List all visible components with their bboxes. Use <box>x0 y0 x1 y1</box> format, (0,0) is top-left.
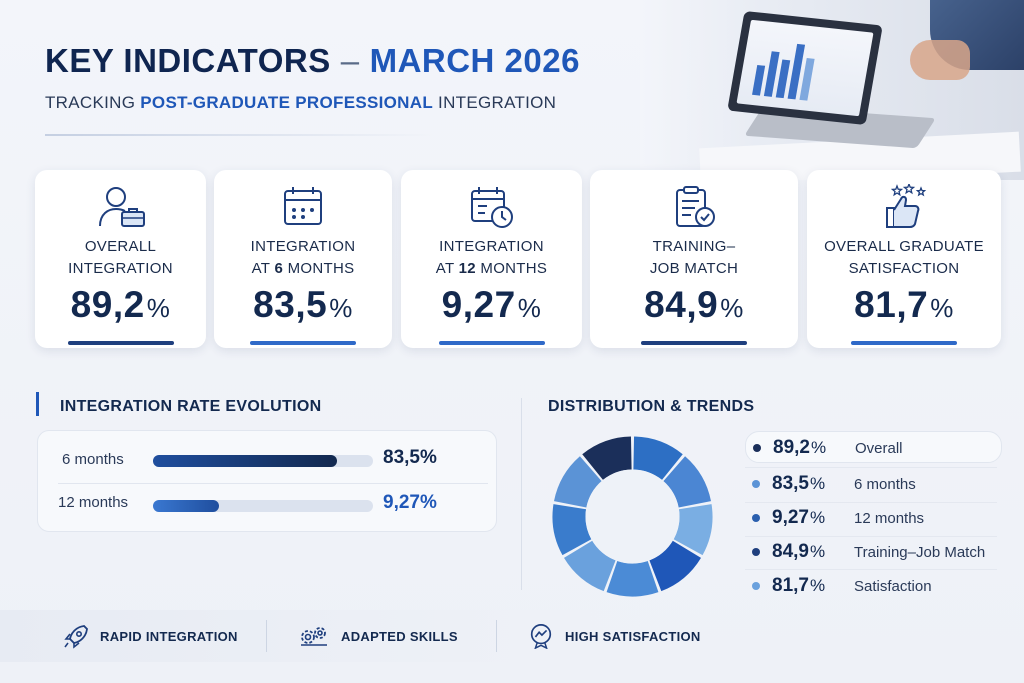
legend-dot <box>753 444 761 452</box>
donut-segment <box>633 436 683 480</box>
evolution-panel <box>37 430 497 532</box>
legend-dot <box>752 514 760 522</box>
page-title: KEY INDICATORS – MARCH 2026 <box>45 42 580 79</box>
legend-item-satisfaction[interactable]: 81,7% Satisfaction <box>745 570 1002 602</box>
section-divider <box>521 398 522 590</box>
calendar-clock-icon <box>470 187 513 228</box>
kpi-underline <box>851 341 957 345</box>
legend-separator <box>745 467 997 468</box>
legend-label: 12 months <box>854 510 925 527</box>
legend-label: Training–Job Match <box>854 544 986 561</box>
kpi-label: INTEGRATION AT 12 MONTHS <box>435 238 548 277</box>
footer-label: HIGH SATISFACTION <box>565 628 701 644</box>
kpi-card-integration-6-months[interactable]: INTEGRATION AT 6 MONTHS 83,5% <box>214 170 392 348</box>
kpi-value: 9,27% <box>441 284 542 325</box>
title-rule <box>45 134 435 136</box>
donut-segment <box>663 456 712 508</box>
footer-label: RAPID INTEGRATION <box>100 628 238 644</box>
kpi-card-overall-integration[interactable]: OVERALL INTEGRATION 89,2% <box>35 170 206 348</box>
kpi-value: 81,7% <box>854 284 954 325</box>
legend-separator <box>745 536 997 537</box>
legend-value: 9,27% <box>772 507 826 528</box>
kpi-underline <box>641 341 747 345</box>
legend-item-overall[interactable]: 89,2% Overall <box>745 431 1002 463</box>
legend-item-training-job-match[interactable]: 84,9% Training–Job Match <box>745 536 1002 568</box>
evolution-bar-track <box>153 500 373 512</box>
evolution-row-label: 6 months <box>62 451 124 468</box>
chart-badge-icon <box>530 624 552 649</box>
kpi-underline <box>67 341 174 345</box>
thumbs-up-stars-icon <box>886 184 927 228</box>
footer-separator <box>496 620 497 652</box>
legend-label: Satisfaction <box>854 578 932 595</box>
kpi-card-integration-12-months[interactable]: INTEGRATION AT 12 MONTHS 9,27% <box>401 170 582 348</box>
legend-value: 81,7% <box>772 575 826 596</box>
rocket-icon <box>64 625 88 649</box>
legend-item-6-months[interactable]: 83,5% 6 months <box>745 468 1002 500</box>
kpi-card-training-job-match[interactable]: TRAINING– JOB MATCH 84,9% <box>590 170 798 348</box>
legend-dot <box>752 480 760 488</box>
footer-label: ADAPTED SKILLS <box>341 628 458 644</box>
hand <box>910 40 970 80</box>
legend-dot <box>752 548 760 556</box>
legend-value: 83,5% <box>772 473 826 494</box>
donut-segment <box>649 540 702 592</box>
donut-segment <box>563 540 616 592</box>
footer-item-rapid-integration: RAPID INTEGRATION <box>62 623 238 649</box>
donut-segment <box>552 504 592 556</box>
legend-item-12-months[interactable]: 9,27% 12 months <box>745 502 1002 534</box>
evolution-divider <box>58 483 488 484</box>
distribution-title: DISTRIBUTION & TRENDS <box>548 398 755 415</box>
evolution-bar-track <box>153 455 373 467</box>
kpi-value: 83,5% <box>253 284 353 325</box>
footer-item-high-satisfaction: HIGH SATISFACTION <box>527 623 701 649</box>
donut-segment <box>553 456 602 508</box>
legend-label: Overall <box>855 440 903 457</box>
legend-separator <box>745 569 997 570</box>
distribution-donut <box>552 436 713 597</box>
evolution-bar-fill <box>153 455 337 467</box>
gears-icon <box>301 627 327 646</box>
evolution-row-value: 83,5% <box>383 447 437 468</box>
evolution-bar-fill <box>153 500 219 512</box>
evolution-row-label: 12 months <box>58 494 129 511</box>
legend-label: 6 months <box>854 476 916 493</box>
kpi-value: 84,9% <box>644 284 744 325</box>
kpi-card-graduate-satisfaction[interactable]: OVERALL GRADUATE SATISFACTION 81,7% <box>807 170 1001 348</box>
legend-value: 89,2% <box>773 437 827 458</box>
kpi-underline <box>250 341 356 345</box>
evolution-row-value: 9,27% <box>383 492 437 513</box>
donut-segment <box>673 504 713 556</box>
footer-bar <box>0 610 760 662</box>
header-photo <box>640 0 1024 180</box>
kpi-label: OVERALL INTEGRATION <box>68 238 173 277</box>
clipboard-check-icon <box>676 186 715 227</box>
legend-dot <box>752 582 760 590</box>
legend-value: 84,9% <box>772 541 826 562</box>
kpi-label: INTEGRATION AT 6 MONTHS <box>250 238 356 277</box>
kpi-underline <box>438 341 545 345</box>
footer-separator <box>266 620 267 652</box>
section-accent-bar <box>36 392 39 416</box>
kpi-value: 89,2% <box>70 284 171 325</box>
donut-segment <box>582 436 632 480</box>
kpi-label: OVERALL GRADUATE SATISFACTION <box>824 238 984 277</box>
kpi-label: TRAINING– JOB MATCH <box>649 238 739 277</box>
donut-segment <box>606 560 659 597</box>
footer-item-adapted-skills: ADAPTED SKILLS <box>297 623 458 649</box>
calendar-icon <box>284 187 322 225</box>
person-briefcase-icon <box>98 187 145 227</box>
evolution-title: INTEGRATION RATE EVOLUTION <box>60 398 322 415</box>
laptop-screen <box>727 10 883 126</box>
page-subtitle: TRACKING POST-GRADUATE PROFESSIONAL INTE… <box>45 93 557 112</box>
legend-separator <box>745 502 997 503</box>
donut-center <box>585 469 680 564</box>
